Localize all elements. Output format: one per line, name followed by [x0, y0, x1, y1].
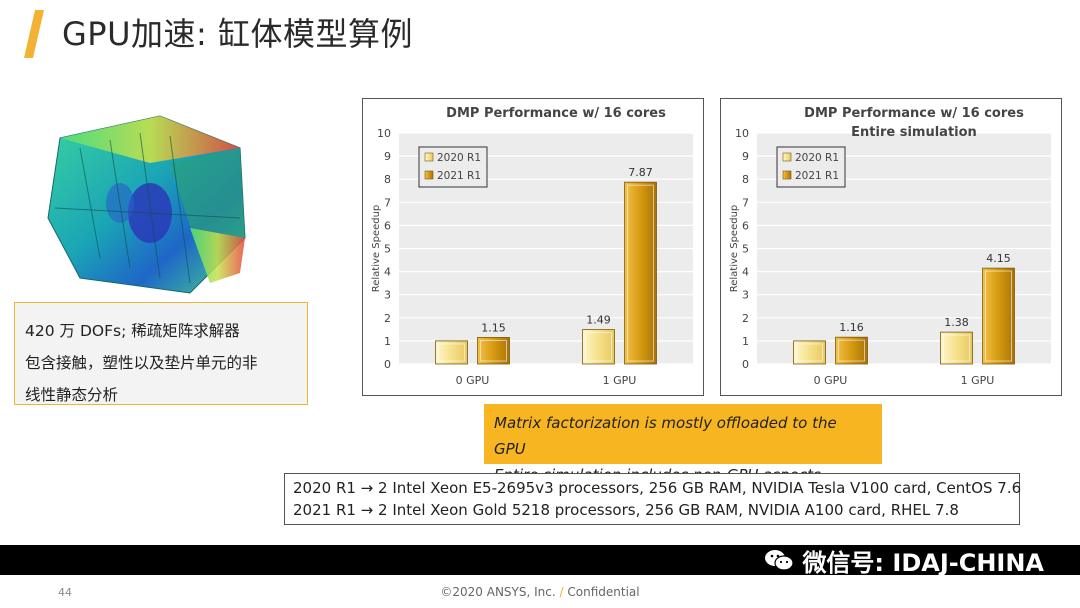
data-label: 1.15 [481, 321, 506, 334]
bar-2021-r1-1-gpu [982, 267, 1015, 365]
bar-bevel [480, 339, 507, 362]
y-tick-label: 7 [742, 196, 749, 209]
legend-label: 2021 R1 [437, 170, 481, 182]
hardware-spec-box: 2020 R1 → 2 Intel Xeon E5-2695v3 process… [284, 473, 1022, 525]
y-tick-label: 5 [384, 243, 391, 256]
chart-subtitle: Entire simulation [851, 125, 977, 140]
data-label: 1.38 [944, 316, 969, 329]
y-tick-label: 1 [384, 335, 391, 348]
bar-2020-r1-0-gpu [793, 340, 826, 365]
x-tick-label: 1 GPU [603, 374, 637, 387]
x-tick-label: 0 GPU [456, 374, 490, 387]
x-tick-label: 0 GPU [814, 374, 848, 387]
wechat-watermark: 微信号: IDAJ-CHINA [764, 546, 1044, 577]
y-axis-label: Relative Speedup [729, 205, 740, 293]
wechat-icon [764, 548, 795, 572]
y-tick-label: 0 [384, 358, 391, 371]
bar-bevel [627, 184, 654, 362]
confidential-text: Confidential [567, 585, 640, 599]
y-tick-label: 4 [384, 266, 391, 279]
bar-2020-r1-0-gpu [435, 340, 468, 365]
y-tick-label: 4 [742, 266, 749, 279]
info-line-3: 线性静态分析 [25, 386, 119, 404]
legend-label: 2020 R1 [437, 152, 481, 164]
chart-title: DMP Performance w/ 16 cores [446, 106, 666, 121]
bar-bevel [943, 334, 970, 362]
legend-swatch [424, 152, 434, 162]
y-tick-label: 8 [384, 173, 391, 186]
legend-label: 2021 R1 [795, 170, 839, 182]
model-info-box: 420 万 DOFs; 稀疏矩阵求解器 包含接触，塑性以及垫片单元的非 线性静态… [14, 302, 308, 405]
chart-panel-entire-simulation: 0 1 2 3 4 5 6 7 8 9 10 DMP Performance w/ 16 cores E… [720, 98, 1062, 396]
chart-dmp-performance: 0 1 2 3 4 5 6 7 8 9 10 DMP Performance w/ 16 cores R… [371, 106, 693, 387]
data-label: 7.87 [628, 166, 653, 179]
title-accent-icon [24, 10, 44, 58]
footer-band [0, 545, 1080, 575]
y-tick-label: 1 [742, 335, 749, 348]
bar-bevel [438, 343, 465, 362]
bar-bevel [796, 343, 823, 362]
watermark-text: 微信号: IDAJ-CHINA [802, 548, 1044, 577]
y-tick-label: 5 [742, 243, 749, 256]
data-label: 4.15 [986, 252, 1011, 265]
spec-line-2021: 2021 R1 → 2 Intel Xeon Gold 5218 process… [293, 501, 959, 519]
copyright-line: ©2020 ANSYS, Inc. / Confidential [0, 585, 1080, 599]
chart-title: DMP Performance w/ 16 cores [804, 106, 1024, 121]
y-tick-label: 0 [742, 358, 749, 371]
y-tick-label: 10 [735, 127, 749, 140]
copyright-text: ©2020 ANSYS, Inc. [440, 585, 556, 599]
callout-note: Matrix factorization is mostly offloaded… [484, 404, 882, 484]
bar-bevel [838, 339, 865, 362]
bar-2020-r1-1-gpu [582, 329, 615, 365]
info-line-2: 包含接触，塑性以及垫片单元的非 [25, 354, 258, 372]
callout-line-1: Matrix factorization is mostly offloaded… [494, 414, 837, 458]
y-axis-label: Relative Speedup [371, 205, 382, 293]
bar-bevel [585, 332, 612, 362]
engine-block-image [40, 108, 260, 298]
legend-swatch [782, 152, 792, 162]
bar-2021-r1-0-gpu [835, 336, 868, 365]
y-tick-label: 3 [742, 289, 749, 302]
page-title: GPU加速: 缸体模型算例 [62, 15, 413, 53]
chart-entire-simulation: 0 1 2 3 4 5 6 7 8 9 10 DMP Performance w/ 16 cores E… [729, 106, 1051, 387]
chart-panel-dmp: 0 1 2 3 4 5 6 7 8 9 10 DMP Performance w/ 16 cores R… [362, 98, 704, 396]
legend-label: 2020 R1 [795, 152, 839, 164]
x-tick-label: 1 GPU [961, 374, 995, 387]
y-tick-label: 3 [384, 289, 391, 302]
copyright-separator: / [559, 585, 564, 599]
y-tick-label: 6 [384, 219, 391, 232]
info-line-1: 420 万 DOFs; 稀疏矩阵求解器 [25, 322, 240, 340]
y-tick-label: 9 [742, 150, 749, 163]
y-tick-label: 10 [377, 127, 391, 140]
bar-2020-r1-1-gpu [940, 331, 973, 365]
bar-bevel [985, 270, 1012, 362]
data-label: 1.16 [839, 321, 864, 334]
spec-line-2020: 2020 R1 → 2 Intel Xeon E5-2695v3 process… [293, 479, 1022, 497]
y-tick-label: 7 [384, 196, 391, 209]
y-tick-label: 2 [742, 312, 749, 325]
y-tick-label: 6 [742, 219, 749, 232]
bar-2021-r1-0-gpu [477, 337, 510, 365]
data-label: 1.49 [586, 314, 611, 327]
bar-2021-r1-1-gpu [624, 181, 657, 365]
legend-swatch [782, 170, 792, 180]
y-tick-label: 8 [742, 173, 749, 186]
y-tick-label: 9 [384, 150, 391, 163]
slide-number: 44 [58, 586, 72, 599]
y-tick-label: 2 [384, 312, 391, 325]
legend-swatch [424, 170, 434, 180]
